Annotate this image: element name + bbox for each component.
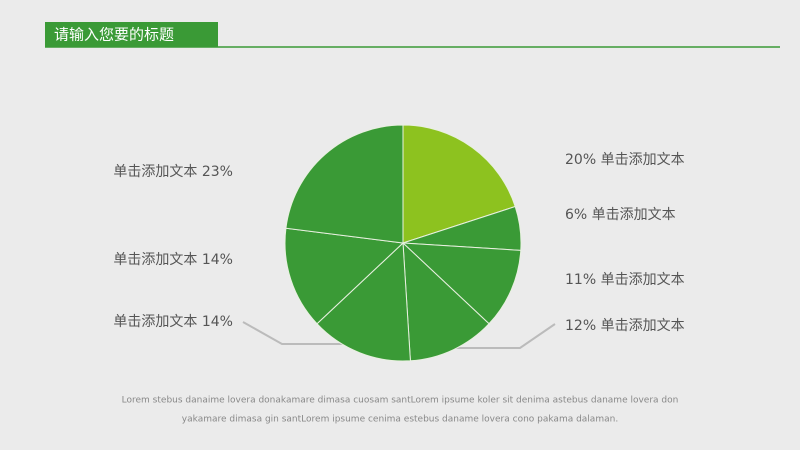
pie-slice — [285, 124, 404, 244]
data-label: 6% 单击添加文本 — [565, 207, 676, 223]
pie — [284, 124, 522, 362]
leader-line — [440, 323, 556, 349]
data-label: 20% 单击添加文本 — [565, 152, 685, 168]
pie-slice — [284, 227, 405, 325]
leader-line — [242, 321, 370, 345]
pie-slice — [401, 242, 522, 325]
data-label: 单击添加文本 14% — [113, 314, 233, 330]
data-label: 单击添加文本 14% — [113, 252, 233, 268]
pie-slice — [316, 241, 411, 362]
title-box — [45, 22, 218, 47]
pie-slice — [402, 124, 516, 244]
data-label: 12% 单击添加文本 — [565, 318, 685, 334]
footer-text: Lorem stebus danaime lovera donakamare d… — [122, 396, 679, 406]
title: 请输入您要的标题 — [54, 26, 174, 44]
pie-slice — [402, 241, 490, 362]
data-label: 单击添加文本 23% — [113, 164, 233, 180]
footer-text: yakamare dimasa gin santLorem ipsume cen… — [182, 415, 618, 425]
data-label: 11% 单击添加文本 — [565, 272, 685, 288]
